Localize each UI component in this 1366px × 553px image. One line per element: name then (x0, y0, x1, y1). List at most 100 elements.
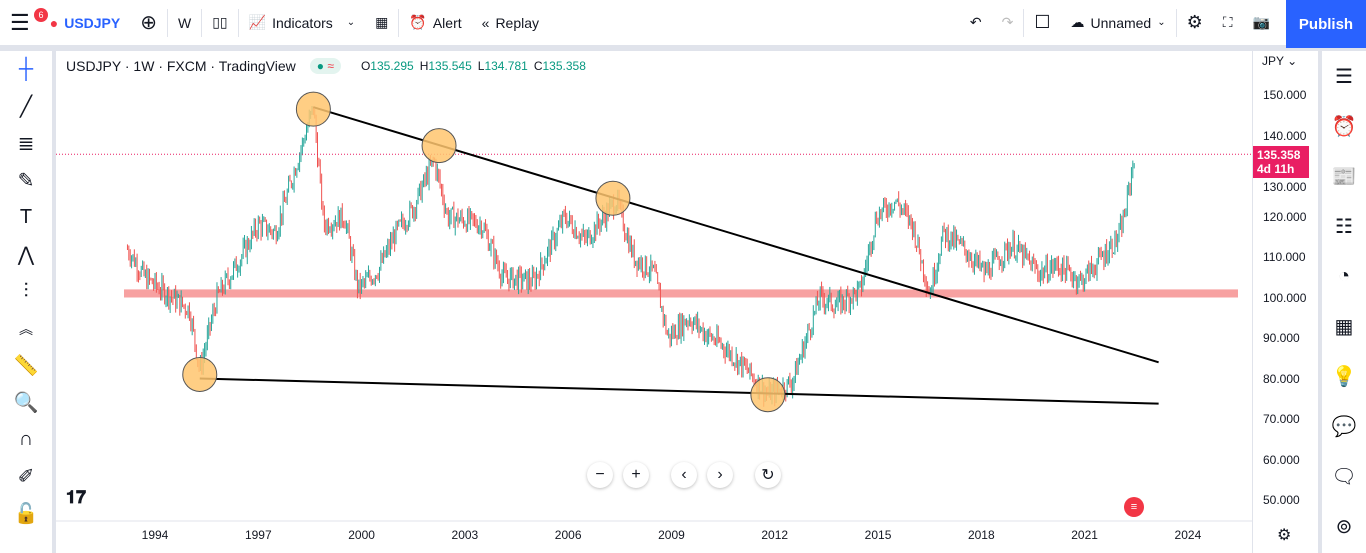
chart-type-button[interactable]: ▯▯ (202, 0, 237, 45)
fib-icon[interactable]: ≣ (17, 133, 35, 155)
zoom-controls: − + ‹ › ↻ (587, 462, 781, 488)
x-tick-label: 2003 (452, 528, 479, 542)
collapse-icon[interactable]: ︽ (19, 320, 33, 337)
zoom-in-button[interactable]: + (623, 462, 649, 488)
crosshair-icon[interactable]: ┼ (18, 58, 34, 80)
y-tick-label: 50.000 (1263, 493, 1300, 507)
fullscreen-button[interactable]: ⛶ (1213, 0, 1243, 45)
pivot-marker (182, 356, 218, 392)
plus-circle-icon: ⊕ (140, 12, 157, 34)
reset-button[interactable]: ↻ (755, 462, 781, 488)
x-tick-label: 2009 (658, 528, 685, 542)
close-value: 135.358 (542, 59, 586, 73)
chart-legend: USDJPY · 1W · FXCM · TradingView ● ≈ O13… (66, 58, 586, 74)
save-layout-button[interactable]: ☁ Unnamed ⌄ (1061, 0, 1176, 45)
undo-icon: ↶ (969, 14, 982, 30)
redo-icon: ↷ (1001, 14, 1014, 30)
y-tick-label: 80.000 (1263, 371, 1300, 386)
chart-pane[interactable]: 1994 1997 2000 2003 2006 2009 2012 2015 2018 2021… (56, 51, 1252, 553)
streams-icon[interactable]: 🗨 (1331, 465, 1357, 488)
magnet-icon[interactable]: ∩ (18, 428, 34, 450)
x-tick-label: 2018 (968, 528, 995, 542)
interval-button[interactable]: W (168, 0, 201, 45)
indicators-button[interactable]: 📈 Indicators ⌄ (239, 0, 366, 45)
publish-button[interactable]: Publish (1286, 0, 1366, 48)
divider (1023, 8, 1025, 37)
right-sidebar: ☰ ⏰ 📰 ☷ ◔ ▦ 💡 💬 🗨 ⊚ (1322, 51, 1366, 553)
snapshot-button[interactable]: 📷 (1243, 0, 1280, 45)
square-icon: ☐ (1034, 12, 1051, 32)
lock-drawing-icon[interactable]: ✐ (17, 466, 35, 488)
x-tick-label: 2000 (348, 528, 375, 542)
x-tick-label: 2012 (761, 528, 788, 542)
divider (398, 8, 400, 37)
alert-button[interactable]: ⏰ Alert (399, 0, 471, 45)
grid-icon: ▦ (375, 14, 389, 30)
tradingview-logo[interactable]: 𝟏𝟕 (66, 487, 87, 507)
chats-icon[interactable]: 💬 (1331, 415, 1357, 438)
price-chart[interactable]: 1994 1997 2000 2003 2006 2009 2012 2015 2018 2021… (56, 51, 1252, 553)
text-icon[interactable]: T (19, 206, 33, 228)
price-axis[interactable]: JPY ⌄ 150.000 140.000 130.000 120.000 110.00… (1252, 51, 1318, 553)
x-tick-label: 2024 (1175, 528, 1202, 542)
scroll-right-button[interactable]: › (707, 462, 733, 488)
prediction-icon[interactable]: ⫶ (23, 280, 29, 302)
x-tick-label: 2006 (555, 528, 582, 542)
replay-label: Replay (495, 14, 540, 31)
ohlc-values: O135.295 H135.545 L134.781 C135.358 (355, 59, 586, 73)
y-tick-label: 110.000 (1263, 250, 1306, 264)
undo-button[interactable]: ↶ (960, 0, 992, 45)
interval-label: W (178, 14, 192, 31)
high-value: 135.545 (428, 59, 472, 73)
chevron-down-icon: ⌄ (1157, 17, 1166, 28)
brush-icon[interactable]: ✎ (17, 170, 35, 192)
zoom-in-icon[interactable]: 🔍 (13, 392, 39, 414)
us-flag-icon[interactable]: ≡ (1124, 497, 1144, 517)
hamburger-icon: ☰ (10, 9, 30, 35)
layout-button[interactable]: ☐ (1024, 0, 1060, 45)
x-tick-label: 2021 (1071, 528, 1098, 542)
pivot-marker (750, 377, 786, 413)
y-tick-label: 90.000 (1263, 331, 1300, 345)
ruler-icon[interactable]: 📏 (13, 355, 39, 377)
chevron-down-icon: ⌄ (346, 17, 356, 28)
pill-label: ≈ (327, 59, 334, 73)
watchlist-icon[interactable]: ☰ (1335, 65, 1353, 88)
compare-button[interactable]: ⊕ (130, 0, 167, 45)
pivot-marker (295, 91, 331, 127)
gear-icon: ⚙ (1186, 12, 1203, 32)
redo-button[interactable]: ↷ (992, 0, 1024, 45)
axis-settings-icon[interactable]: ⚙ (1277, 527, 1292, 544)
y-tick-label: 150.000 (1263, 88, 1307, 102)
ideas-icon[interactable]: 💡 (1331, 365, 1357, 388)
lock-icon[interactable]: 🔓 (13, 503, 39, 525)
pattern-icon[interactable]: ⋀ (17, 244, 35, 266)
flag-icon: ● (49, 14, 59, 31)
alerts-icon[interactable]: ⏰ (1331, 115, 1357, 138)
symbol-search[interactable]: ● USDJPY (40, 0, 131, 45)
news-icon[interactable]: 📰 (1331, 165, 1357, 188)
indicators-label: Indicators (272, 14, 333, 31)
last-price: 135.358 (1257, 148, 1301, 163)
calendar-icon[interactable]: ▦ (1334, 315, 1354, 338)
replay-button[interactable]: « Replay (472, 0, 549, 45)
y-tick-label: 60.000 (1263, 452, 1300, 467)
divider (167, 8, 168, 37)
top-toolbar: ☰ 6 ● USDJPY ⊕ W ▯▯ 📈 Indicators ⌄ ▦ ⏰ Alert… (0, 0, 1366, 48)
data-window-icon[interactable]: ☷ (1335, 215, 1353, 238)
settings-button[interactable]: ⚙ (1177, 0, 1213, 45)
alarm-icon: ⏰ (409, 14, 427, 30)
scroll-left-button[interactable]: ‹ (671, 462, 697, 488)
help-icon[interactable]: ⊚ (1335, 515, 1353, 538)
y-tick-label: 130.000 (1263, 180, 1307, 195)
zoom-out-button[interactable]: − (587, 462, 613, 488)
menu-button[interactable]: ☰ (0, 0, 40, 45)
divider (237, 8, 239, 37)
currency-selector[interactable]: JPY ⌄ (1262, 54, 1298, 68)
hotlist-icon[interactable]: ◔ (1337, 264, 1351, 287)
status-pill[interactable]: ● ≈ (309, 58, 341, 74)
pivot-marker (595, 180, 631, 216)
low-value: 134.781 (484, 59, 528, 73)
trendline-icon[interactable]: ╱ (19, 96, 33, 118)
templates-button[interactable]: ▦ (365, 0, 398, 45)
